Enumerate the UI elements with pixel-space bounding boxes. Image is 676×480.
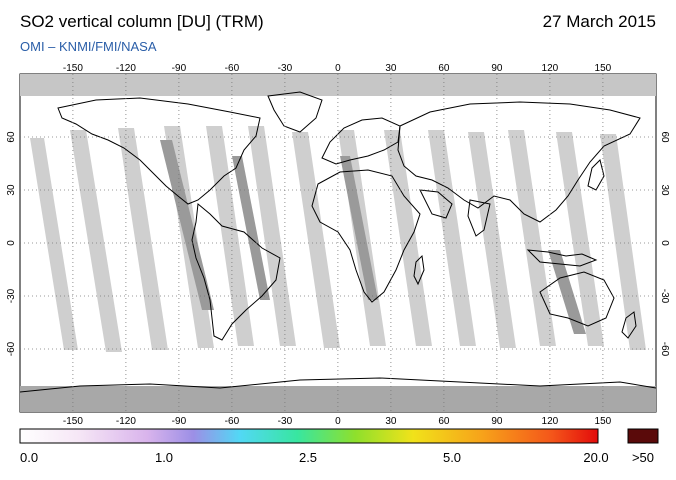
graticule [20, 74, 656, 412]
lon-tick-bottom: 60 [438, 416, 450, 427]
lon-tick-top: -60 [225, 63, 240, 74]
colorbar [19, 428, 599, 444]
lon-tick-bottom: -120 [116, 416, 136, 427]
lat-tick-right: 30 [659, 184, 670, 196]
lat-tick-left: 0 [6, 240, 17, 246]
colorbar-label: 5.0 [442, 450, 462, 465]
lon-tick-top: 150 [595, 63, 612, 74]
colorbar-label: 20.0 [583, 450, 609, 465]
lon-tick-top: 120 [542, 63, 559, 74]
lat-tick-left: 60 [6, 131, 17, 143]
lat-tick-left: -30 [6, 288, 17, 303]
lat-tick-right: -30 [659, 289, 670, 304]
orbit-gaps-dark [160, 140, 586, 334]
colorbar-label: 0.0 [20, 450, 39, 465]
lon-tick-top: -30 [278, 63, 293, 74]
lon-tick-top: -150 [63, 63, 83, 74]
colorbar-label: 1.0 [154, 450, 174, 465]
lon-tick-top: 30 [385, 63, 397, 74]
lat-ticks-right: 60 30 0 -30 -60 [659, 131, 670, 356]
lon-tick-top: 0 [335, 63, 341, 74]
lat-ticks-left: 60 30 0 -30 -60 [6, 131, 17, 356]
lon-tick-bottom: 150 [595, 416, 612, 427]
lon-ticks-bottom: -150 -120 -90 -60 -30 0 30 60 90 120 150 [63, 416, 612, 427]
map-source: OMI – KNMI/FMI/NASA [20, 39, 157, 54]
lon-tick-bottom: 120 [542, 416, 559, 427]
lon-tick-bottom: 90 [491, 416, 503, 427]
north-polar-nodata [20, 74, 656, 96]
lat-tick-right: -60 [659, 342, 670, 357]
lon-tick-bottom: 0 [335, 416, 341, 427]
lon-tick-bottom: -30 [278, 416, 293, 427]
lat-tick-left: 30 [6, 184, 17, 196]
colorbar-label: 2.5 [298, 450, 318, 465]
lon-ticks-top: -150 -120 -90 -60 -30 0 30 60 90 120 150 [63, 63, 612, 74]
lat-tick-left: -60 [6, 341, 17, 356]
lon-tick-bottom: -60 [225, 416, 240, 427]
lon-tick-bottom: -90 [172, 416, 187, 427]
lat-tick-right: 0 [659, 240, 670, 246]
colorbar-overflow-label: >50 [631, 450, 655, 465]
colorbar-overflow-swatch [627, 428, 659, 444]
map-title: SO2 vertical column [DU] (TRM) [20, 12, 264, 31]
lon-tick-top: 60 [438, 63, 450, 74]
lat-tick-right: 60 [659, 131, 670, 143]
lon-tick-bottom: 30 [385, 416, 397, 427]
lon-tick-top: 90 [491, 63, 503, 74]
map-date: 27 March 2015 [542, 12, 656, 31]
coastlines [20, 91, 656, 393]
lon-tick-top: -120 [116, 63, 136, 74]
lon-tick-bottom: -150 [63, 416, 83, 427]
lon-tick-top: -90 [172, 63, 187, 74]
